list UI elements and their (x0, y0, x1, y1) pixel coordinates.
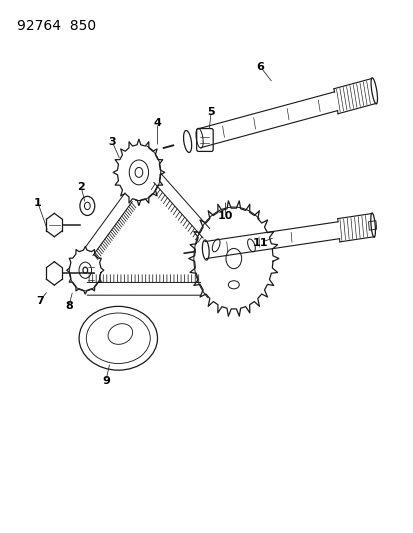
Text: 11: 11 (252, 238, 268, 247)
Bar (368, 221, 376, 230)
Text: 5: 5 (207, 107, 214, 117)
Text: 10: 10 (217, 211, 233, 221)
Text: 1: 1 (34, 198, 42, 208)
Text: 6: 6 (256, 62, 264, 72)
Text: 92764  850: 92764 850 (17, 19, 96, 33)
Text: 2: 2 (77, 182, 85, 192)
Text: 8: 8 (65, 301, 72, 311)
Text: 3: 3 (108, 136, 116, 147)
Text: 7: 7 (36, 296, 44, 306)
Text: 9: 9 (102, 376, 109, 386)
Text: 4: 4 (153, 118, 161, 128)
